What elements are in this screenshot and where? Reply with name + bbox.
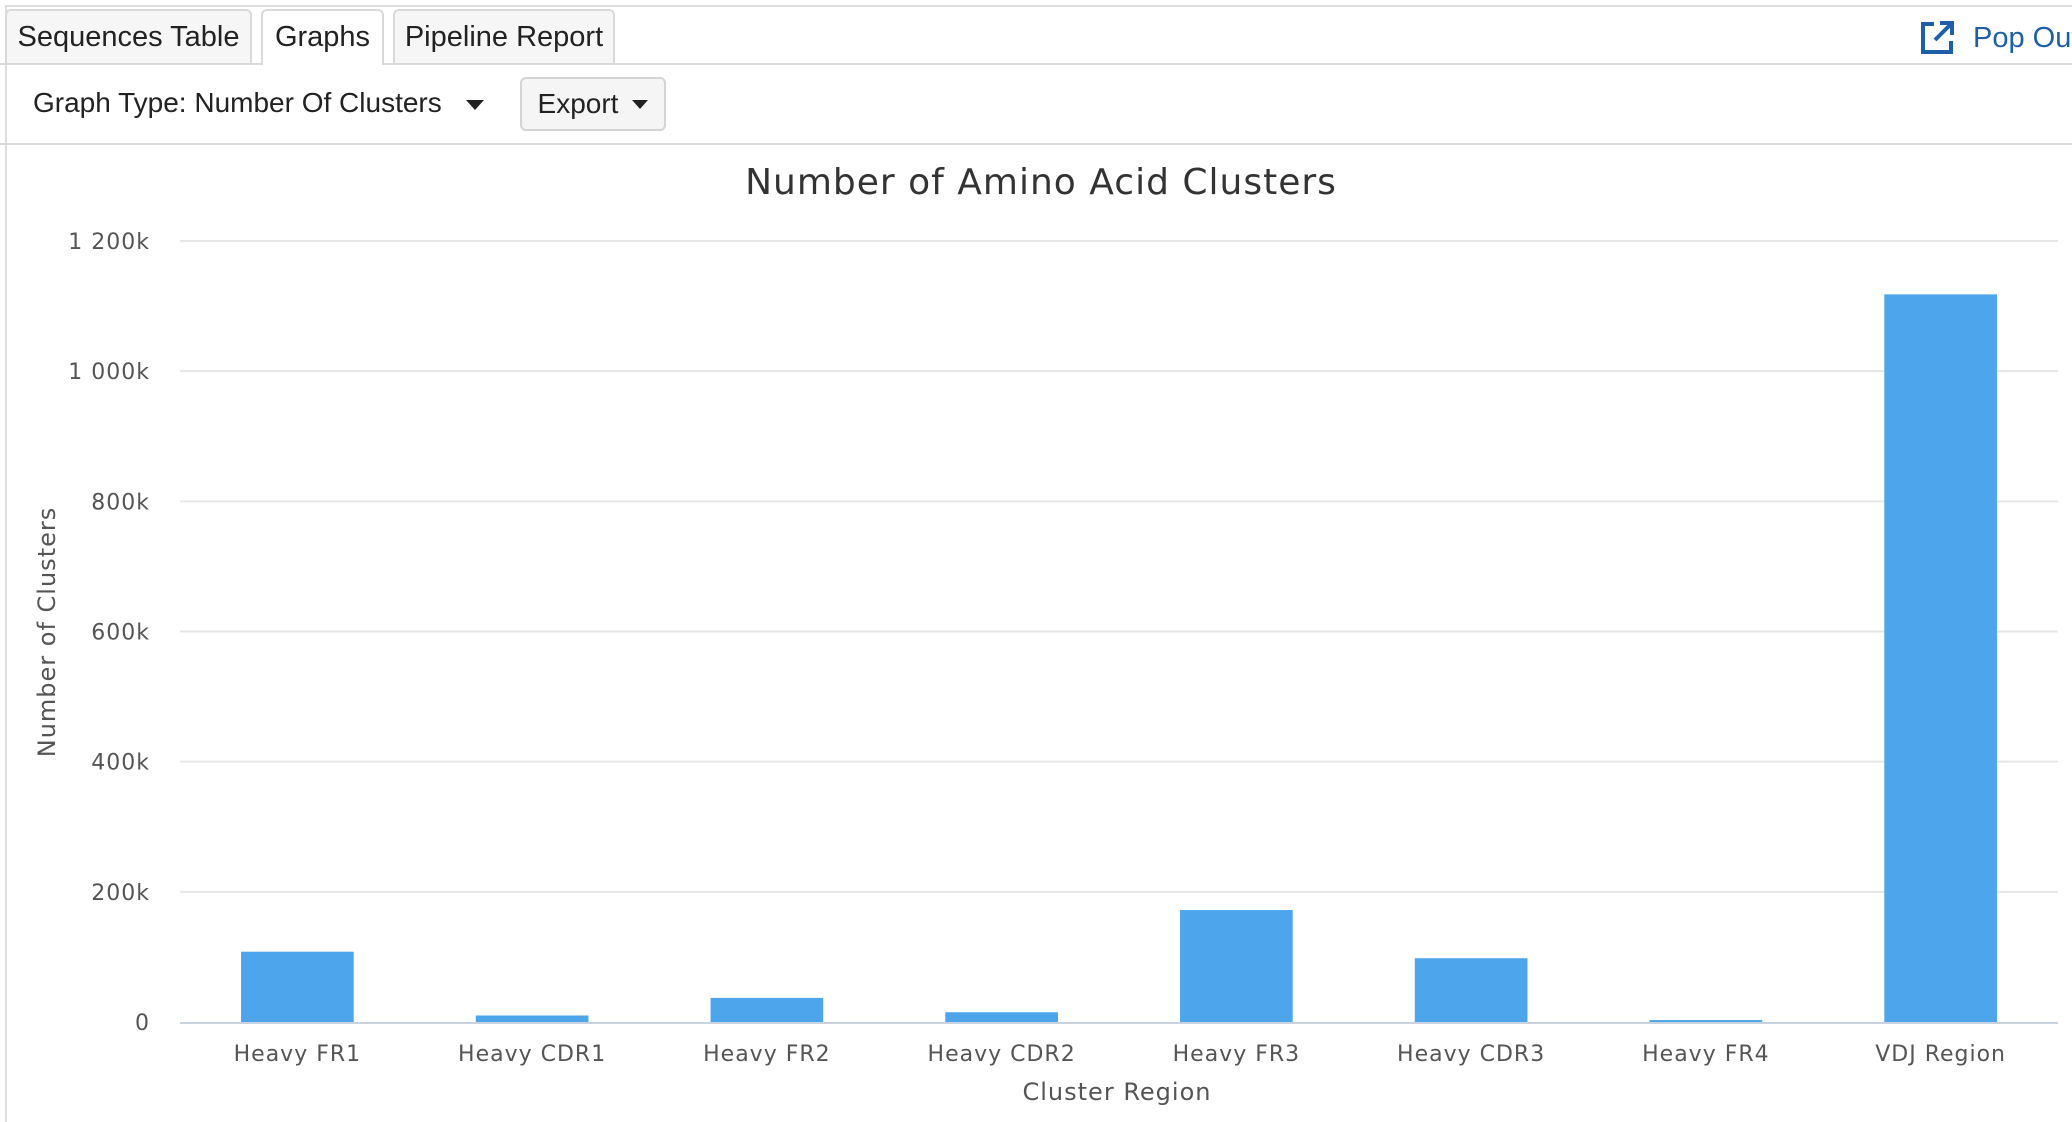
graph-toolbar: Graph Type: Number Of Clusters Export bbox=[0, 65, 2072, 145]
y-tick-label: 1 000k bbox=[68, 360, 150, 385]
y-tick-label: 800k bbox=[91, 490, 150, 515]
x-tick-label: Heavy CDR1 bbox=[458, 1042, 606, 1067]
x-tick-label: Heavy FR2 bbox=[703, 1042, 831, 1067]
graph-panel bbox=[5, 5, 2072, 1122]
x-tick-label: Heavy CDR3 bbox=[1397, 1042, 1545, 1067]
x-tick-label: Heavy FR1 bbox=[234, 1042, 362, 1067]
bar[interactable] bbox=[945, 1012, 1058, 1022]
y-tick-label: 600k bbox=[91, 621, 150, 646]
export-button[interactable]: Export bbox=[520, 77, 666, 131]
y-axis-label: Number of Clusters bbox=[33, 507, 61, 758]
export-label: Export bbox=[537, 88, 619, 119]
bar[interactable] bbox=[241, 951, 354, 1022]
tab-pipeline-report[interactable]: Pipeline Report bbox=[393, 9, 615, 63]
tab-graphs[interactable]: Graphs bbox=[261, 9, 384, 65]
graph-type-label: Graph Type: Number Of Clusters bbox=[33, 87, 442, 118]
y-tick-label: 0 bbox=[135, 1011, 150, 1036]
chevron-down-icon bbox=[632, 99, 649, 109]
x-tick-label: VDJ Region bbox=[1875, 1042, 2006, 1067]
bar[interactable] bbox=[1180, 910, 1293, 1022]
bar[interactable] bbox=[475, 1015, 589, 1022]
chevron-down-icon bbox=[465, 100, 484, 110]
bar[interactable] bbox=[1649, 1020, 1763, 1024]
tab-sequences-table[interactable]: Sequences Table bbox=[5, 9, 252, 63]
gridlines bbox=[180, 240, 2058, 893]
pop-out-button[interactable]: Pop Out bbox=[1917, 18, 2072, 58]
x-axis-label: Cluster Region bbox=[1023, 1078, 1212, 1106]
x-axis-ticks: Heavy FR1 Heavy CDR1 Heavy FR2 Heavy CDR2 He… bbox=[234, 1042, 2006, 1067]
bars bbox=[241, 294, 1997, 1024]
bar[interactable] bbox=[1884, 294, 1997, 1022]
external-link-icon bbox=[1921, 21, 1954, 54]
x-tick-label: Heavy FR3 bbox=[1173, 1042, 1301, 1067]
pop-out-label: Pop Out bbox=[1973, 21, 2072, 54]
bar[interactable] bbox=[710, 997, 824, 1022]
y-tick-label: 1 200k bbox=[68, 230, 150, 255]
y-axis-ticks: 0 200k 400k 600k 800k 1 000k 1 200k bbox=[68, 230, 150, 1036]
y-tick-label: 400k bbox=[91, 751, 150, 776]
x-tick-label: Heavy CDR2 bbox=[928, 1042, 1076, 1067]
graph-type-dropdown[interactable]: Graph Type: Number Of Clusters bbox=[33, 87, 484, 119]
x-tick-label: Heavy FR4 bbox=[1642, 1042, 1770, 1067]
bar[interactable] bbox=[1414, 958, 1528, 1022]
chart-title: Number of Amino Acid Clusters bbox=[745, 162, 1337, 203]
tab-bar: Sequences Table Graphs Pipeline Report P… bbox=[0, 0, 2072, 65]
y-tick-label: 200k bbox=[91, 881, 150, 906]
